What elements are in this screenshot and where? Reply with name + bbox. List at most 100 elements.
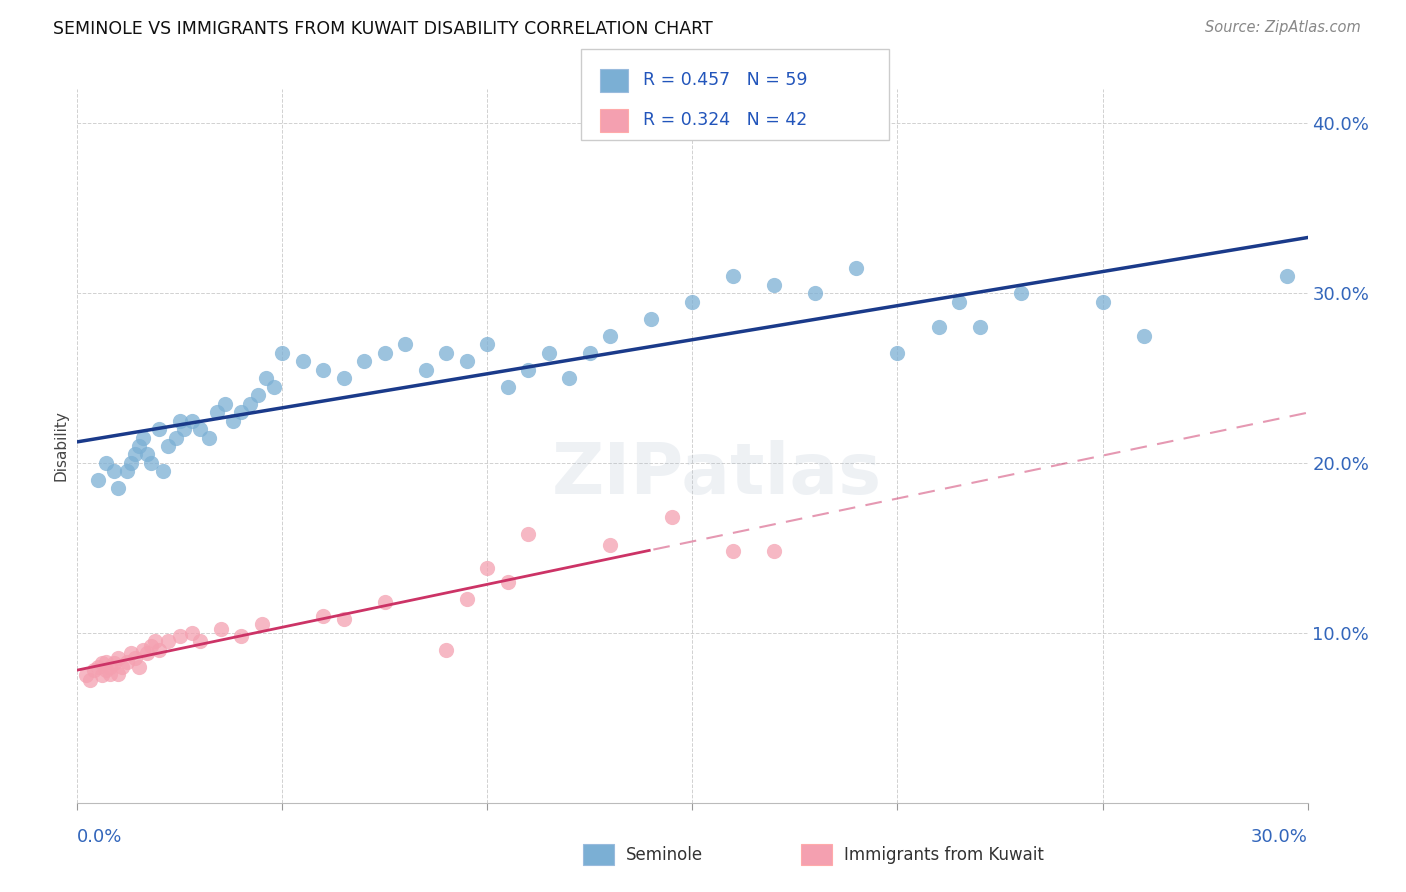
- Immigrants from Kuwait: [723, 544, 745, 558]
- Y-axis label: Disability: Disability: [53, 410, 69, 482]
- Immigrants from Kuwait: [599, 537, 621, 551]
- Text: 0.0%: 0.0%: [77, 828, 122, 846]
- Immigrants from Kuwait: [103, 657, 125, 671]
- Immigrants from Kuwait: [136, 646, 159, 660]
- Immigrants from Kuwait: [477, 561, 499, 575]
- Text: R = 0.324   N = 42: R = 0.324 N = 42: [643, 112, 807, 129]
- Immigrants from Kuwait: [132, 643, 155, 657]
- Seminole: [537, 345, 560, 359]
- Seminole: [152, 465, 174, 479]
- Seminole: [239, 396, 262, 410]
- Seminole: [558, 371, 581, 385]
- Immigrants from Kuwait: [763, 544, 786, 558]
- Seminole: [169, 413, 191, 427]
- Text: 30.0%: 30.0%: [1251, 828, 1308, 846]
- Immigrants from Kuwait: [90, 657, 114, 671]
- Seminole: [599, 328, 621, 343]
- Seminole: [928, 320, 950, 334]
- Seminole: [120, 456, 142, 470]
- Immigrants from Kuwait: [107, 666, 129, 681]
- Immigrants from Kuwait: [115, 655, 138, 669]
- Seminole: [181, 413, 204, 427]
- Seminole: [682, 294, 704, 309]
- Immigrants from Kuwait: [496, 574, 519, 589]
- Text: Immigrants from Kuwait: Immigrants from Kuwait: [844, 846, 1043, 863]
- Seminole: [107, 482, 129, 496]
- Immigrants from Kuwait: [250, 617, 273, 632]
- Immigrants from Kuwait: [111, 660, 134, 674]
- Seminole: [579, 345, 602, 359]
- Seminole: [394, 337, 416, 351]
- Immigrants from Kuwait: [374, 595, 396, 609]
- Immigrants from Kuwait: [209, 623, 232, 637]
- Seminole: [477, 337, 499, 351]
- Seminole: [496, 379, 519, 393]
- Immigrants from Kuwait: [79, 673, 101, 688]
- Seminole: [969, 320, 991, 334]
- Immigrants from Kuwait: [120, 646, 142, 660]
- Seminole: [148, 422, 170, 436]
- Seminole: [1132, 328, 1154, 343]
- Immigrants from Kuwait: [94, 655, 117, 669]
- Immigrants from Kuwait: [156, 634, 179, 648]
- Seminole: [804, 286, 827, 301]
- Immigrants from Kuwait: [98, 660, 121, 674]
- Immigrants from Kuwait: [124, 651, 146, 665]
- Text: ZIPatlas: ZIPatlas: [553, 440, 882, 509]
- Seminole: [845, 260, 868, 275]
- Immigrants from Kuwait: [141, 640, 163, 654]
- Immigrants from Kuwait: [181, 626, 204, 640]
- Text: SEMINOLE VS IMMIGRANTS FROM KUWAIT DISABILITY CORRELATION CHART: SEMINOLE VS IMMIGRANTS FROM KUWAIT DISAB…: [53, 20, 713, 37]
- Seminole: [222, 413, 245, 427]
- Text: Source: ZipAtlas.com: Source: ZipAtlas.com: [1205, 20, 1361, 35]
- Seminole: [141, 456, 163, 470]
- Immigrants from Kuwait: [231, 629, 253, 643]
- Seminole: [886, 345, 908, 359]
- Seminole: [136, 448, 159, 462]
- Immigrants from Kuwait: [312, 608, 335, 623]
- Seminole: [231, 405, 253, 419]
- Seminole: [197, 430, 219, 444]
- Immigrants from Kuwait: [661, 510, 683, 524]
- Seminole: [87, 473, 110, 487]
- Seminole: [165, 430, 187, 444]
- Immigrants from Kuwait: [143, 634, 166, 648]
- Immigrants from Kuwait: [75, 668, 97, 682]
- Seminole: [263, 379, 285, 393]
- Seminole: [456, 354, 478, 368]
- Seminole: [353, 354, 375, 368]
- Immigrants from Kuwait: [333, 612, 356, 626]
- Seminole: [188, 422, 212, 436]
- Immigrants from Kuwait: [517, 527, 540, 541]
- Seminole: [246, 388, 269, 402]
- Seminole: [1091, 294, 1114, 309]
- Seminole: [723, 269, 745, 284]
- Seminole: [103, 465, 125, 479]
- Immigrants from Kuwait: [90, 668, 114, 682]
- Immigrants from Kuwait: [169, 629, 191, 643]
- Seminole: [415, 362, 437, 376]
- Immigrants from Kuwait: [83, 663, 105, 677]
- Text: R = 0.457   N = 59: R = 0.457 N = 59: [643, 71, 807, 89]
- Immigrants from Kuwait: [188, 634, 212, 648]
- Seminole: [333, 371, 356, 385]
- Seminole: [124, 448, 146, 462]
- Immigrants from Kuwait: [128, 660, 150, 674]
- Seminole: [271, 345, 294, 359]
- Seminole: [132, 430, 155, 444]
- Seminole: [291, 354, 314, 368]
- Immigrants from Kuwait: [87, 660, 110, 674]
- Seminole: [214, 396, 236, 410]
- Seminole: [1010, 286, 1032, 301]
- Seminole: [128, 439, 150, 453]
- Seminole: [312, 362, 335, 376]
- Seminole: [156, 439, 179, 453]
- Seminole: [205, 405, 228, 419]
- Seminole: [763, 277, 786, 292]
- Seminole: [948, 294, 970, 309]
- Immigrants from Kuwait: [94, 663, 117, 677]
- Seminole: [436, 345, 458, 359]
- Seminole: [374, 345, 396, 359]
- Immigrants from Kuwait: [456, 591, 478, 606]
- Text: Seminole: Seminole: [626, 846, 703, 863]
